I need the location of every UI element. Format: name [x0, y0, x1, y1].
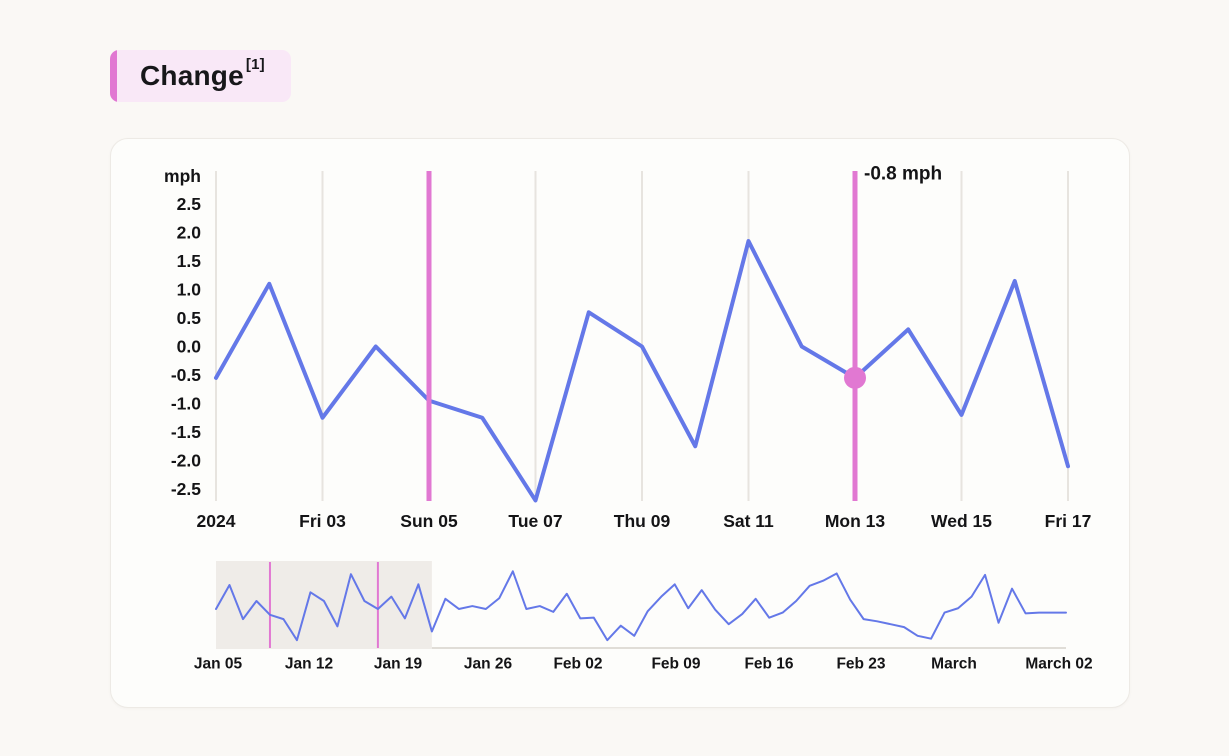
x-axis-tick-label: Fri 03: [299, 511, 346, 531]
y-axis-tick-label: -2.5: [171, 479, 201, 499]
x-axis-tick-label: Sun 05: [400, 511, 458, 531]
y-axis-tick-label: 2.5: [177, 194, 202, 214]
y-axis-tick-label: -1.0: [171, 394, 201, 414]
y-axis-tick-label: 1.5: [177, 251, 202, 271]
page-title-text: Change: [140, 60, 244, 91]
x-axis-tick-label: Tue 07: [508, 511, 562, 531]
page-title: Change [1]: [117, 50, 291, 102]
overview-tick-label: Jan 05: [194, 655, 243, 672]
overview-tick-label: Jan 12: [285, 655, 333, 672]
y-axis-unit-label: mph: [164, 166, 201, 186]
main-chart-plot-area[interactable]: [216, 171, 1129, 501]
y-axis-tick-label: -2.0: [171, 451, 201, 471]
overview-tick-label: Jan 26: [464, 655, 513, 672]
selected-point-marker: [844, 366, 866, 389]
overview-tick-label: Feb 02: [553, 655, 602, 672]
change-series-line: [214, 239, 1070, 503]
overview-tick-label: Feb 23: [836, 655, 885, 672]
range-selector-track[interactable]: [216, 561, 1066, 649]
overview-tick-label: Feb 16: [744, 655, 793, 672]
x-axis-tick-label: Mon 13: [825, 511, 886, 531]
title-accent-bar: [110, 50, 117, 102]
overview-tick-label: Feb 09: [651, 655, 700, 672]
section-title-chip: Change [1]: [110, 50, 291, 102]
y-axis-tick-label: -1.5: [171, 422, 201, 442]
x-axis-tick-label: Wed 15: [931, 511, 992, 531]
y-axis-tick-label: 2.0: [177, 223, 202, 243]
x-axis-tick-label: Sat 11: [723, 511, 774, 531]
y-axis-tick-label: 1.0: [177, 280, 202, 300]
chart-card: -0.8 mph mph 2.5 2.0 1.5 1.0 0.5 0.0 -0.5 -1.0 -1.…: [110, 138, 1130, 708]
overview-tick-label: Jan 19: [374, 655, 423, 672]
overview-tick-label: March 02: [1025, 655, 1092, 672]
y-axis-tick-label: 0.5: [177, 308, 202, 328]
tooltip-value-label: -0.8 mph: [864, 164, 942, 185]
y-axis-tick-label: -0.5: [171, 365, 201, 385]
y-axis-tick-label: 0.0: [177, 337, 202, 357]
x-axis-tick-label: Fri 17: [1045, 511, 1092, 531]
change-chart: -0.8 mph mph 2.5 2.0 1.5 1.0 0.5 0.0 -0.5 -1.0 -1.…: [164, 164, 1129, 673]
title-superscript: [1]: [245, 56, 265, 73]
x-axis-tick-label: Thu 09: [614, 511, 671, 531]
overview-series-line: [215, 570, 1067, 642]
overview-tick-label: March: [931, 655, 977, 672]
x-axis-tick-label: 2024: [197, 511, 236, 531]
